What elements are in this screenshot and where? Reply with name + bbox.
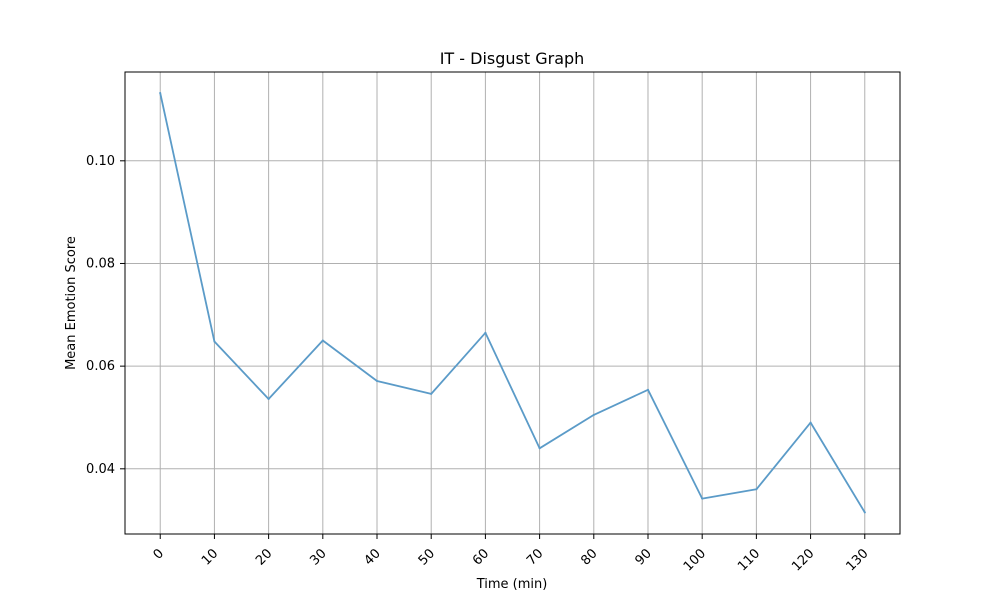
series-line [159,92,866,514]
data-point [592,413,595,416]
data-point [321,339,324,342]
x-axis-ticks: 0 10 20 30 40 50 60 70 80 90 100 110 120 130 [151,534,872,574]
x-tick-label: 120 [789,546,817,574]
data-point [267,398,270,400]
data-point [755,488,758,491]
data-point [159,92,162,94]
data-point [376,380,378,382]
data-point [863,511,866,514]
series-layer [159,92,866,514]
data-point [809,421,812,424]
x-tick-label: 80 [578,546,600,568]
x-tick-label: 50 [416,546,438,568]
x-tick-label: 20 [253,546,275,568]
plot-frame [124,71,901,535]
y-tick-label: 0.10 [86,154,115,169]
x-tick-label: 10 [199,546,221,568]
chart-title: IT - Disgust Graph [440,49,585,68]
x-tick-label: 100 [681,546,709,574]
data-point [484,331,487,334]
x-tick-label: 60 [470,546,492,568]
x-tick-label: 0 [151,546,167,562]
x-axis-label: Time (min) [476,577,548,592]
x-tick-label: 40 [362,546,384,568]
data-point [701,497,704,500]
y-tick-label: 0.04 [86,462,115,477]
x-tick-label: 30 [307,546,329,568]
data-point [647,388,649,391]
x-tick-label: 130 [843,546,871,574]
y-tick-label: 0.06 [86,359,115,374]
y-axis-ticks: 0.04 0.06 0.08 0.10 [86,154,125,477]
y-tick-label: 0.08 [86,256,115,271]
x-tick-label: 70 [524,546,546,568]
data-point [430,392,433,395]
data-point [538,447,541,450]
x-tick-label: 110 [735,546,763,574]
x-tick-label: 90 [633,546,655,568]
grid-lines [125,72,900,534]
y-axis-label: Mean Emotion Score [64,236,79,370]
data-point [213,340,216,343]
